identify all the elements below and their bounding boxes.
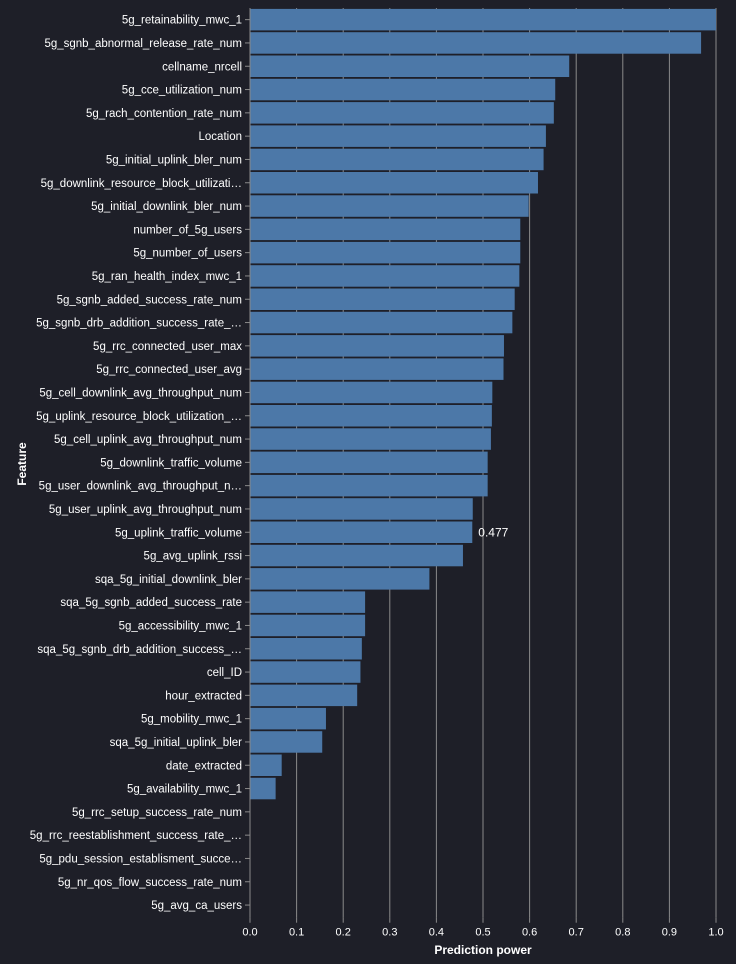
x-tick-label: 0.0 [242,927,257,939]
bar [250,241,521,264]
bar [250,8,716,31]
bar-label: sqa_5g_initial_uplink_bler [110,737,243,749]
bar [250,777,276,800]
bar-label: sqa_5g_sgnb_added_success_rate [60,597,242,609]
bar-label: 5g_cell_downlink_avg_throughput_num [39,387,242,399]
bar-label: cellname_nrcell [162,61,242,73]
bar-label: sqa_5g_sgnb_drb_addition_success_… [37,644,242,656]
bar-label: 5g_initial_uplink_bler_num [106,154,242,166]
bar-label: 5g_number_of_users [133,248,242,260]
bar [250,405,492,427]
bar-label: date_extracted [166,760,242,772]
bar [250,32,702,54]
bar [250,311,513,334]
bar [250,428,491,450]
bar [250,614,366,637]
y-axis-title: Feature [15,442,29,486]
bar [250,568,430,590]
bar-label: hour_extracted [165,690,242,702]
bar-label: 5g_uplink_resource_block_utilization_… [36,411,242,423]
bar-label: 5g_uplink_traffic_volume [115,527,242,539]
bar [250,591,366,613]
bar-label: 5g_nr_qos_flow_success_rate_num [58,877,242,889]
bar-label: number_of_5g_users [133,224,242,236]
y-axis-labels: 5g_retainability_mwc_1 5g_sgnb_abnormal_r… [30,15,242,912]
bar-label: 5g_rrc_setup_success_rate_num [72,807,242,819]
bar-label: 5g_pdu_session_establisment_succe… [39,853,242,865]
bar-label: 5g_sgnb_added_success_rate_num [57,294,242,306]
bar [250,55,570,77]
bars [250,8,716,800]
bar [250,707,326,730]
bar [250,684,358,707]
x-tick-label: 0.4 [429,927,444,939]
bar [250,381,493,404]
bar [250,638,362,660]
bar-label: 5g_ran_health_index_mwc_1 [92,271,242,283]
bar-label: 5g_rrc_connected_user_max [93,341,242,353]
bar-label: 5g_accessibility_mwc_1 [119,620,242,632]
bar-label: 5g_rrc_connected_user_avg [96,364,242,376]
bar [250,195,529,217]
x-tick-label: 0.3 [382,927,397,939]
bar [250,265,520,287]
x-tick-label: 0.8 [615,927,630,939]
bar-label: 5g_mobility_mwc_1 [141,714,242,726]
bar-label: 5g_cce_utilization_num [122,85,242,97]
bar-label: 5g_sgnb_drb_addition_success_rate_… [36,318,242,330]
bar [250,102,554,124]
x-tick-label: 0.6 [522,927,537,939]
bar-label: 5g_retainability_mwc_1 [122,15,242,27]
bar-label: 5g_sgnb_abnormal_release_rate_num [44,38,242,50]
bar-label: 5g_avg_ca_users [151,900,242,912]
bar-label: 5g_initial_downlink_bler_num [91,201,242,213]
bar-label: 5g_user_downlink_avg_throughput_n… [39,481,242,493]
bar-label: 5g_rrc_reestablishment_success_rate_… [30,830,242,842]
x-tick-label: 0.2 [336,927,351,939]
bar [250,125,546,147]
bar [250,474,488,497]
x-tick-label: 0.9 [662,927,677,939]
data-label: 0.477 [478,525,508,539]
bar [250,451,488,474]
x-tick-label: 0.5 [475,927,490,939]
bar [250,148,544,171]
bar-label: cell_ID [207,667,242,679]
bar-label: 5g_cell_uplink_avg_throughput_num [54,434,242,446]
bar-label: 5g_avg_uplink_rssi [144,551,242,563]
bar [250,78,556,101]
bar [250,731,323,753]
bar [250,172,538,194]
bar [250,521,473,543]
bar-label: 5g_downlink_resource_block_utilizati… [41,178,242,190]
bar [250,335,504,357]
x-axis: 0.0 0.1 0.2 0.3 0.4 0.5 0.6 0.7 0.8 0.9 1.0 [242,8,724,939]
x-tick-label: 0.1 [289,927,304,939]
bar-label: Location [199,131,242,143]
bar-label: 5g_availability_mwc_1 [127,784,242,796]
bar-label: 5g_rach_contention_rate_num [86,108,242,120]
bar [250,544,463,567]
bar [250,754,282,776]
bar-label: sqa_5g_initial_downlink_bler [95,574,242,586]
bar [250,218,521,241]
bar [250,498,473,520]
bar [250,661,361,683]
x-axis-title: Prediction power [434,943,532,957]
bar [250,288,515,310]
data-labels: 0.477 [478,525,508,539]
x-tick-label: 0.7 [569,927,584,939]
bar [250,358,504,380]
bar-label: 5g_downlink_traffic_volume [100,457,242,469]
bar-label: 5g_user_uplink_avg_throughput_num [49,504,242,516]
x-tick-label: 1.0 [708,927,723,939]
